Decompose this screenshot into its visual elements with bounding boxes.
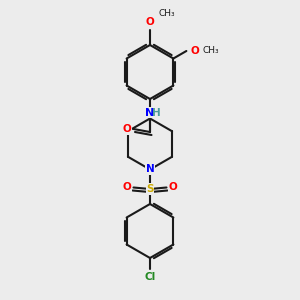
Text: CH₃: CH₃ <box>203 46 220 55</box>
Text: N: N <box>145 107 154 118</box>
Text: S: S <box>146 184 154 194</box>
Text: N: N <box>146 164 154 175</box>
Text: CH₃: CH₃ <box>158 9 175 18</box>
Text: O: O <box>169 182 178 193</box>
Text: O: O <box>146 16 154 27</box>
Text: H: H <box>152 108 161 118</box>
Text: Cl: Cl <box>144 272 156 283</box>
Text: O: O <box>122 124 131 134</box>
Text: O: O <box>190 46 199 56</box>
Text: O: O <box>122 182 131 193</box>
